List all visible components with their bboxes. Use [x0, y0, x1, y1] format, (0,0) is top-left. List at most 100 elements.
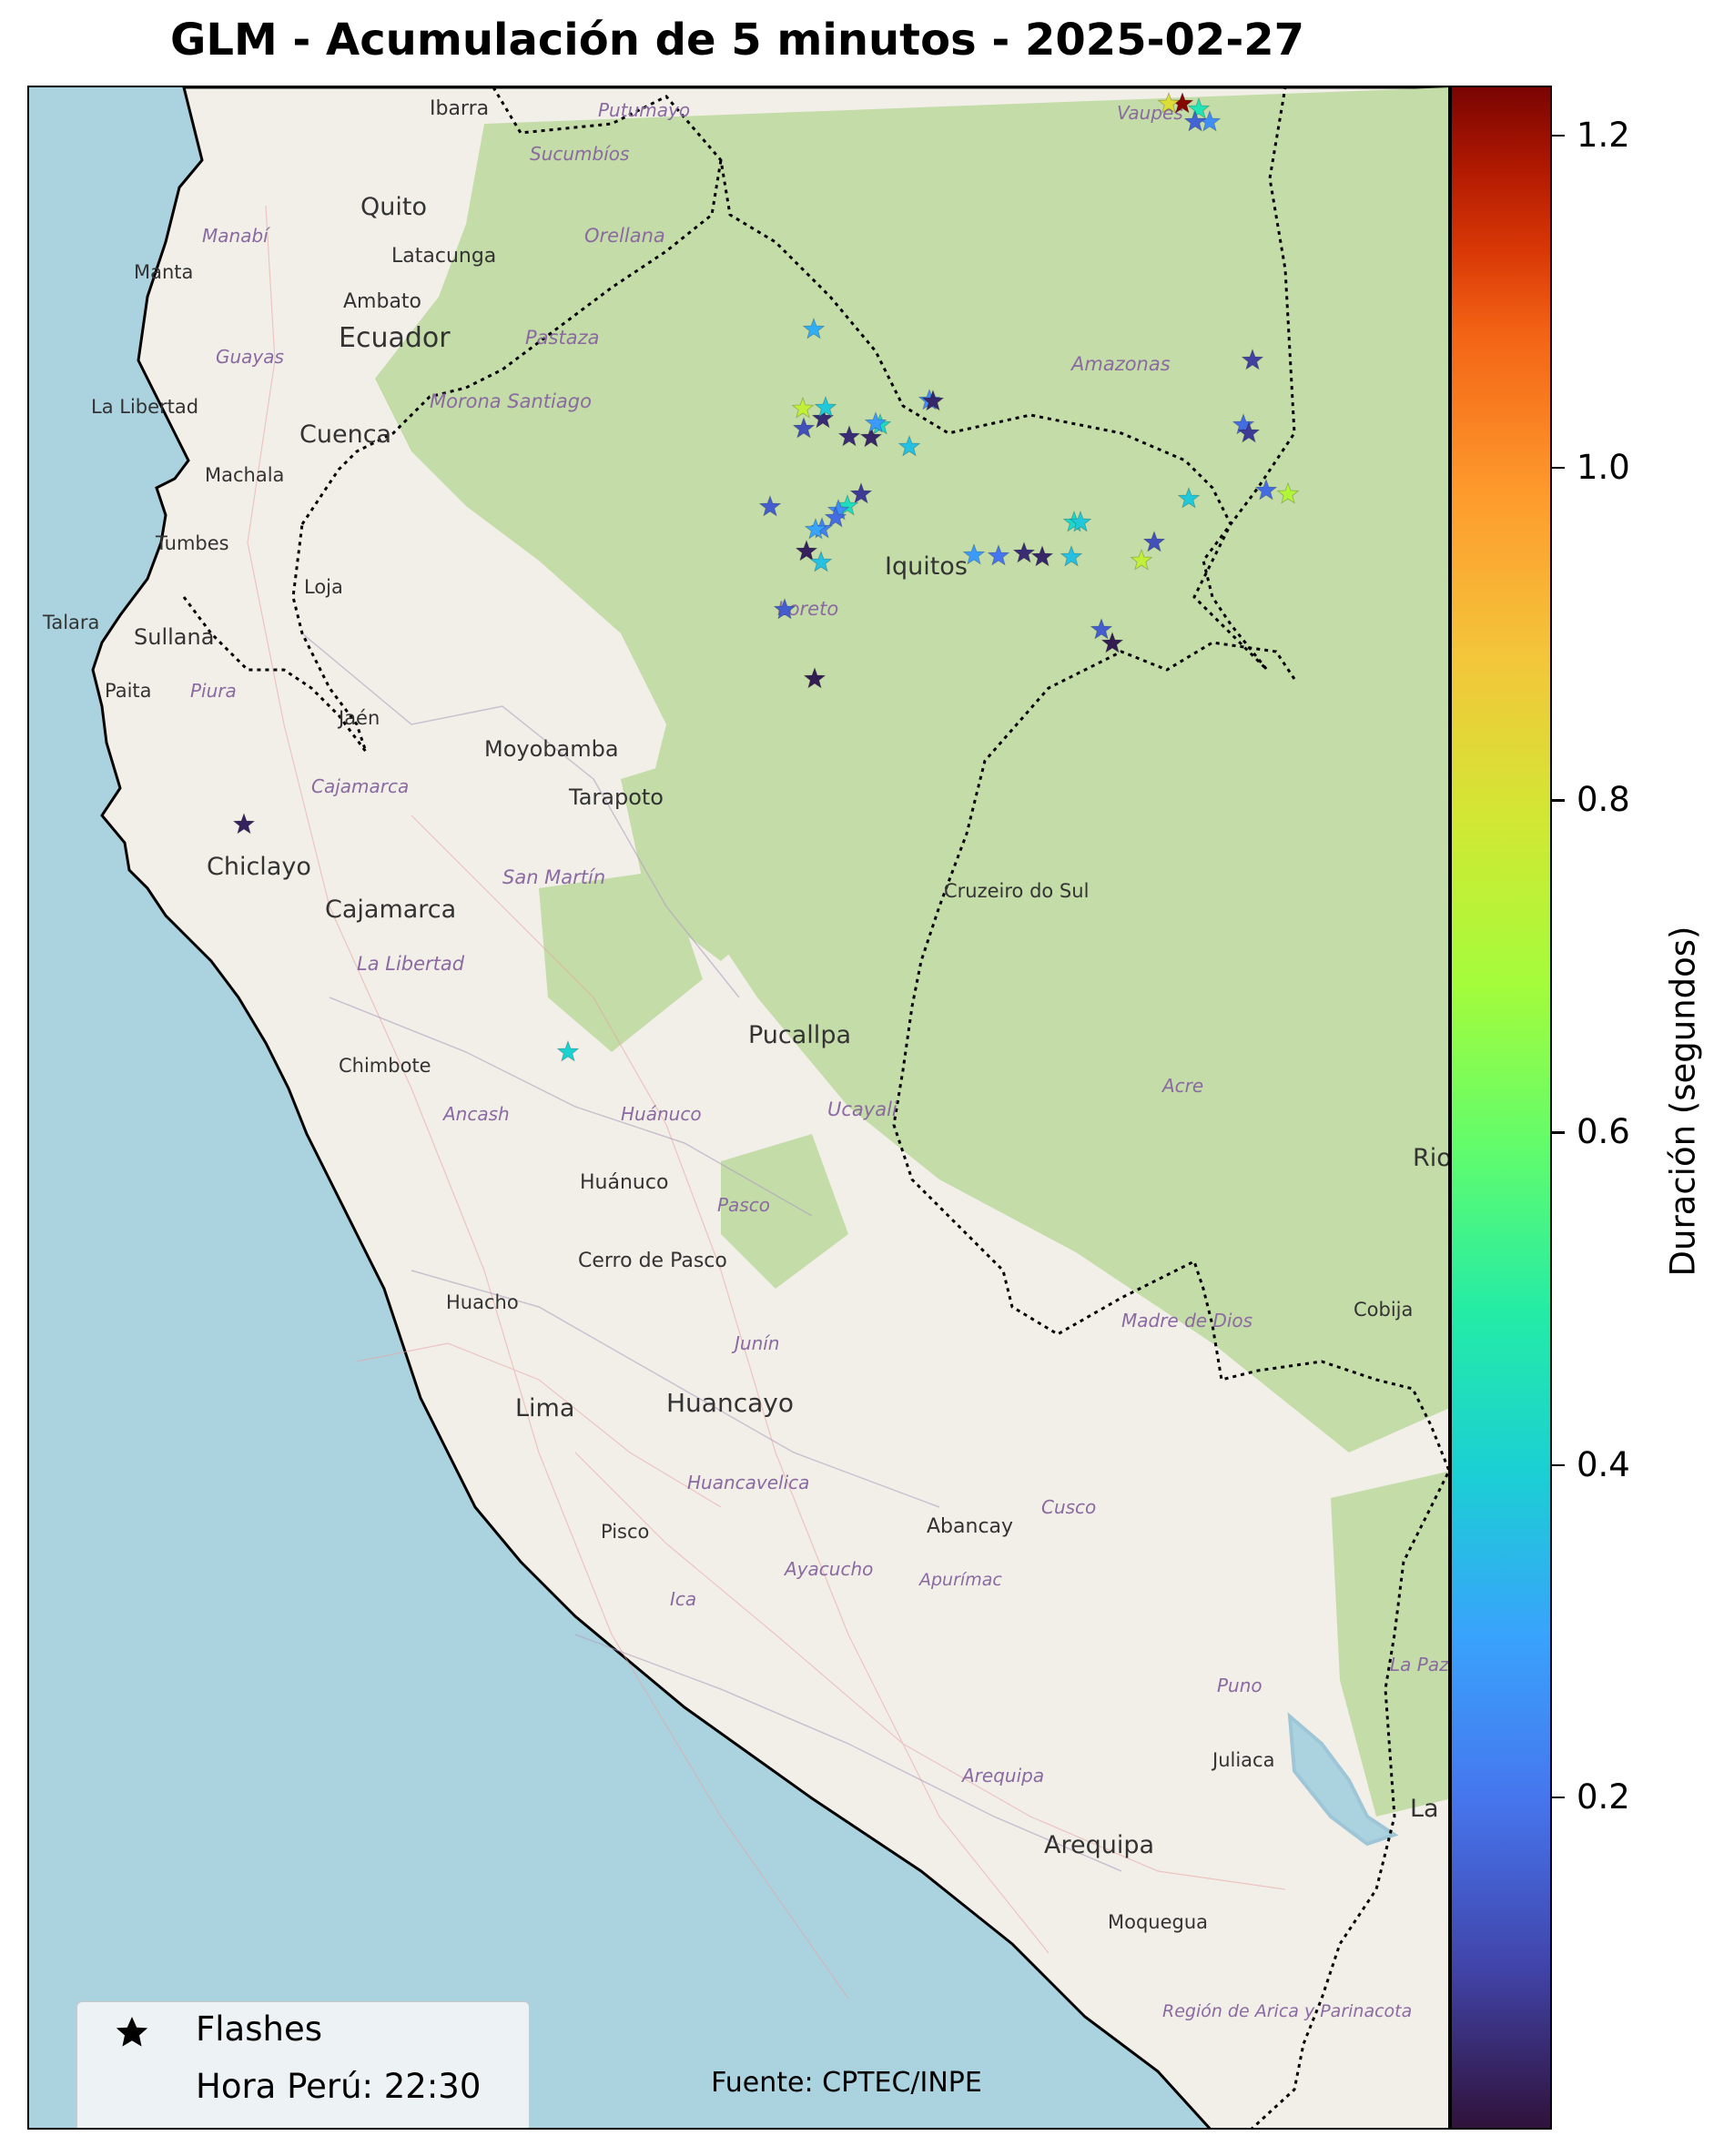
flash-marker — [795, 539, 818, 562]
flash-marker — [1187, 96, 1211, 119]
lakes — [1287, 1712, 1399, 1847]
colorbar-tick — [1552, 466, 1565, 470]
star-icon — [116, 2017, 148, 2047]
map-panel[interactable]: Ibarra Quito Latacunga Ambato Ecuador Ma… — [27, 86, 1450, 2130]
region-label: Junín — [731, 1332, 779, 1354]
flash-marker — [804, 517, 827, 540]
legend-hora-gmt: Hora GMT: 03:30 — [196, 2124, 478, 2128]
flash-marker — [1157, 91, 1181, 114]
flash-marker — [1060, 544, 1083, 567]
forest-areas — [375, 87, 1448, 1817]
place-label: Cerro de Pasco — [578, 1250, 727, 1272]
place-label: Tarapoto — [568, 784, 664, 810]
place-label: La Libertad — [91, 396, 198, 418]
place-label: Chiclayo — [207, 853, 311, 881]
region-label: Sucumbíos — [530, 143, 629, 165]
flash-markers — [232, 91, 1300, 1062]
flash-marker — [809, 550, 833, 572]
flash-marker — [773, 597, 796, 620]
place-label: Iquitos — [885, 552, 968, 581]
place-label: Latacunga — [391, 245, 496, 268]
region-label: Arequipa — [960, 1765, 1044, 1787]
country-border-peru — [182, 87, 1448, 2128]
region-label: Apurímac — [918, 1570, 1002, 1590]
region-label: Madre de Dios — [1121, 1310, 1252, 1331]
region-label: Putumayo — [598, 99, 690, 121]
colorbar-tick-label: 1.0 — [1577, 447, 1630, 487]
place-label: Cuenca — [299, 420, 391, 449]
colorbar-tick — [1552, 134, 1565, 137]
place-label: Lima — [515, 1394, 574, 1422]
region-label: Cajamarca — [311, 775, 409, 797]
place-label: Paita — [105, 680, 152, 702]
region-label: Pasco — [717, 1194, 770, 1216]
colorbar-tick-label: 0.2 — [1577, 1776, 1630, 1817]
flash-marker — [1254, 478, 1278, 501]
region-label: Morona Santiago — [430, 390, 592, 412]
place-label: Talara — [42, 612, 99, 633]
place-label: Moyobamba — [484, 736, 619, 762]
flash-marker — [1177, 486, 1201, 509]
region-label: Orellana — [584, 225, 665, 247]
place-label: Chimbote — [339, 1055, 431, 1077]
place-label: Ibarra — [430, 97, 489, 120]
region-label: San Martín — [502, 866, 605, 888]
flash-marker — [849, 481, 873, 504]
flash-marker — [758, 494, 782, 517]
flash-marker — [232, 812, 256, 835]
place-label: Abancay — [927, 1515, 1013, 1538]
place-label: La P — [1410, 1795, 1450, 1823]
region-label: Región de Arica y Parinacota — [1162, 2001, 1412, 2021]
region-label: Cusco — [1041, 1496, 1096, 1518]
colorbar-tick-label: 0.4 — [1577, 1444, 1630, 1484]
place-label: Ecuador — [339, 322, 451, 354]
flash-marker — [802, 317, 826, 339]
legend-flashes: Flashes — [196, 2009, 323, 2049]
flash-marker — [962, 542, 986, 565]
region-label: Ancash — [441, 1103, 510, 1125]
flash-marker — [864, 410, 887, 433]
region-label: La Libertad — [357, 953, 465, 975]
flash-marker — [556, 1039, 580, 1062]
region-label: Ayacucho — [783, 1558, 873, 1580]
colorbar-label: Duración (segundos) — [1663, 926, 1703, 1277]
colorbar-tick-label: 0.6 — [1577, 1112, 1630, 1152]
flash-marker — [837, 424, 861, 447]
flash-marker — [987, 543, 1010, 566]
flash-marker — [1241, 348, 1264, 370]
source-credit: Fuente: CPTEC/INPE — [711, 2067, 982, 2099]
place-label: Quito — [360, 193, 427, 221]
flash-marker — [814, 395, 837, 418]
place-label: Huánuco — [580, 1171, 668, 1194]
colorbar-tick — [1552, 799, 1565, 802]
region-label: Piura — [190, 680, 237, 702]
place-label: Pisco — [601, 1521, 649, 1543]
flash-marker — [792, 416, 816, 439]
flash-marker — [1090, 617, 1113, 640]
colorbar — [1450, 86, 1552, 2130]
place-label: Loja — [304, 576, 343, 598]
place-label: Juliaca — [1211, 1749, 1274, 1771]
flash-marker — [1276, 481, 1300, 504]
flash-marker — [1069, 510, 1092, 532]
region-label: Puno — [1217, 1675, 1262, 1696]
region-label: Manabí — [202, 225, 270, 247]
region-label: Huánuco — [621, 1103, 702, 1125]
region-label: Pastaza — [525, 327, 599, 349]
colorbar-tick — [1552, 1131, 1565, 1134]
flash-marker — [1030, 544, 1054, 567]
place-label: Rio — [1413, 1144, 1450, 1172]
region-label: Ucayali — [827, 1098, 897, 1120]
flash-marker — [897, 434, 921, 457]
map-canvas: Ibarra Quito Latacunga Ambato Ecuador Ma… — [29, 87, 1450, 2128]
colorbar-tick — [1552, 1796, 1565, 1799]
place-label: Cobija — [1354, 1299, 1413, 1321]
flash-marker — [859, 425, 883, 448]
region-label: Ica — [670, 1588, 696, 1610]
flash-marker — [1130, 548, 1153, 571]
flash-marker — [791, 396, 815, 419]
colorbar-tick — [1552, 1463, 1565, 1467]
flash-marker — [836, 493, 859, 516]
region-label: Guayas — [216, 346, 284, 368]
place-label: Tumbes — [155, 532, 229, 554]
